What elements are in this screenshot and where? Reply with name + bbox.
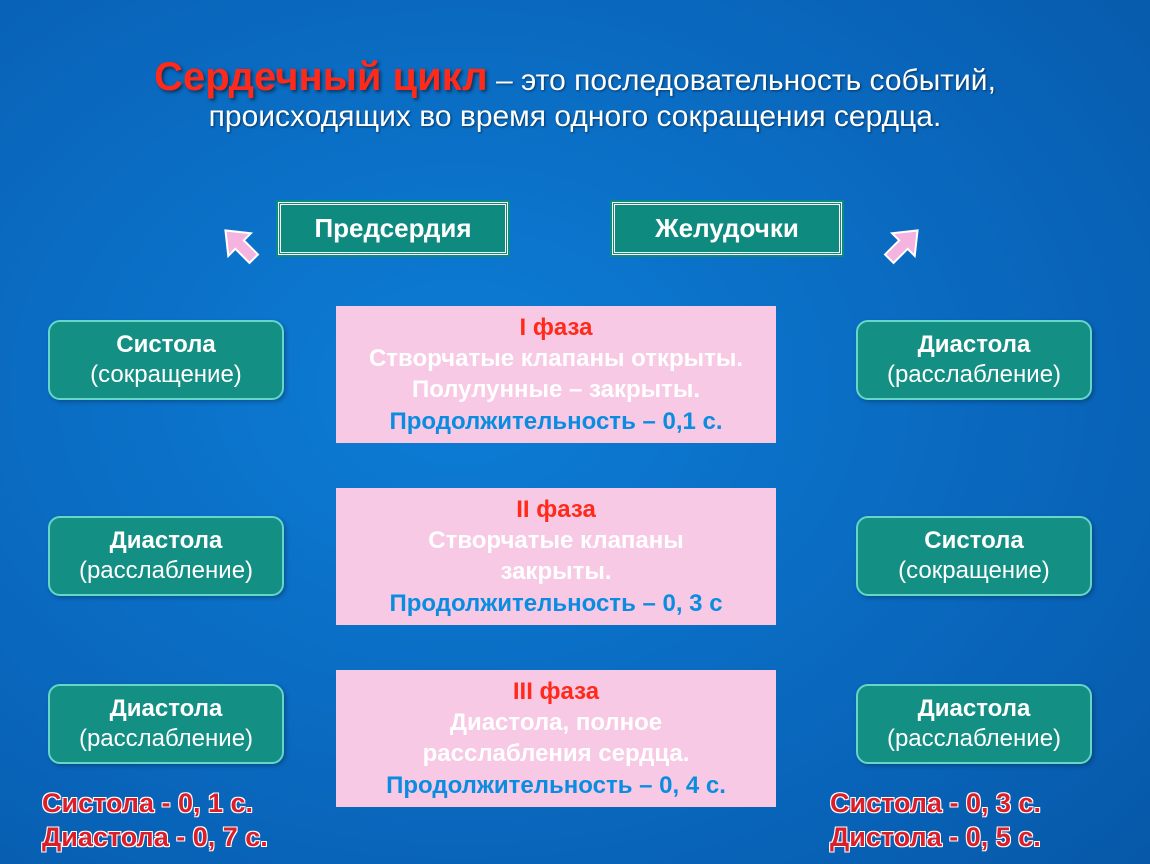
- summary-left-2: Диастола - 0, 7 с.: [42, 822, 268, 853]
- left-state-1: Систола (сокращение): [48, 320, 284, 400]
- left-state-2-sub: (расслабление): [79, 557, 253, 584]
- phase-2: II фаза Створчатые клапаны закрыты. Прод…: [336, 488, 776, 625]
- left-state-1-sub: (сокращение): [90, 361, 242, 388]
- header-right: Желудочки: [612, 202, 842, 255]
- summary-right-2: Дистола - 0, 5 с.: [830, 822, 1041, 853]
- left-state-3-sub: (расслабление): [79, 725, 253, 752]
- phase-1-body1: Створчатые клапаны открыты.: [369, 345, 743, 372]
- arrow-right-icon: [866, 210, 938, 282]
- phase-3-body1: Диастола, полное: [450, 709, 662, 736]
- left-state-2-bold: Диастола: [110, 527, 223, 554]
- arrow-left-icon: [205, 210, 277, 282]
- phase-2-dur: Продолжительность – 0, 3 с: [389, 590, 722, 617]
- title-main: Сердечный цикл: [154, 55, 488, 99]
- right-state-3-bold: Диастола: [918, 695, 1031, 722]
- right-state-2-bold: Систола: [924, 527, 1024, 554]
- right-state-2-sub: (сокращение): [898, 557, 1050, 584]
- title-rest-1: – это последовательность событий,: [488, 64, 996, 97]
- phase-3-title: III фаза: [513, 678, 599, 705]
- phase-3: III фаза Диастола, полное расслабления с…: [336, 670, 776, 807]
- right-state-3: Диастола (расслабление): [856, 684, 1092, 764]
- phase-2-body2: закрыты.: [500, 558, 611, 585]
- phase-2-title: II фаза: [516, 496, 596, 523]
- left-state-2: Диастола (расслабление): [48, 516, 284, 596]
- right-state-1-bold: Диастола: [918, 331, 1031, 358]
- right-state-1: Диастола (расслабление): [856, 320, 1092, 400]
- right-state-2: Систола (сокращение): [856, 516, 1092, 596]
- phase-3-dur: Продолжительность – 0, 4 с.: [386, 772, 726, 799]
- phase-1-body2: Полулунные – закрыты.: [412, 376, 700, 403]
- right-state-3-sub: (расслабление): [887, 725, 1061, 752]
- slide-title: Сердечный цикл – это последовательность …: [0, 55, 1150, 134]
- phase-1-dur: Продолжительность – 0,1 с.: [389, 408, 722, 435]
- summary-left-1: Систола - 0, 1 с.: [42, 788, 253, 819]
- right-state-1-sub: (расслабление): [887, 361, 1061, 388]
- left-state-1-bold: Систола: [116, 331, 216, 358]
- left-state-3: Диастола (расслабление): [48, 684, 284, 764]
- phase-1-title: I фаза: [520, 314, 593, 341]
- title-rest-2: происходящих во время одного сокращения …: [209, 100, 942, 133]
- left-state-3-bold: Диастола: [110, 695, 223, 722]
- phase-1: I фаза Створчатые клапаны открыты. Полул…: [336, 306, 776, 443]
- header-left: Предсердия: [278, 202, 508, 255]
- summary-right-1: Систола - 0, 3 с.: [830, 788, 1041, 819]
- phase-2-body1: Створчатые клапаны: [428, 527, 684, 554]
- phase-3-body2: расслабления сердца.: [423, 740, 690, 767]
